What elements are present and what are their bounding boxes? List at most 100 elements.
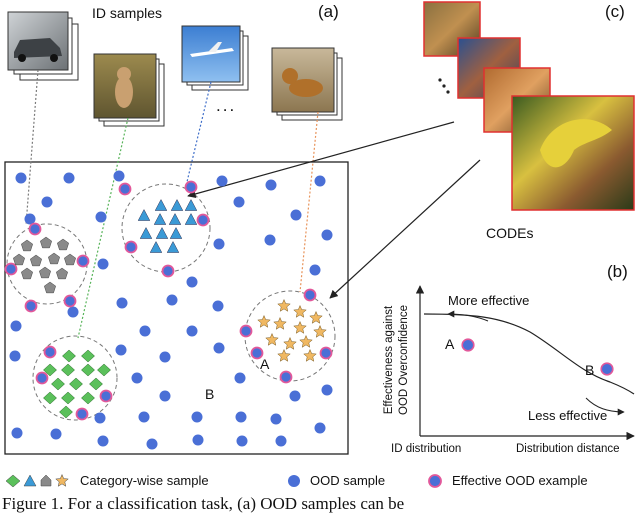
ood-sample [275,435,287,447]
chart-b-point-b [600,362,614,376]
ood-sample [138,411,150,423]
ood-sample [166,294,178,306]
chart-b-ylabel-line1: Effectiveness against [383,305,395,415]
dog-sample [299,334,313,348]
effective-ood-sample [184,180,198,194]
ood-sample [94,412,106,424]
point-b-label: B [205,386,215,402]
ood-sample [9,350,21,362]
ood-sample [233,196,245,208]
chart-b-point-a [461,338,475,352]
codes-label: CODEs [486,225,534,241]
legend-category-wise: Category-wise sample [80,473,209,488]
effective-ood-sample [319,346,333,360]
id-sample-car [7,11,79,81]
figure-caption: Figure 1. For a classification task, (a)… [2,494,405,513]
ood-sample [192,434,204,446]
effective-ood-sample [161,264,175,278]
dog-sample [309,310,323,324]
ood-sample [50,428,62,440]
chart-b-ylabel-line2: OOD Overconfidence [398,305,410,415]
airplane-sample [168,212,182,225]
airplane-sample [149,240,163,253]
car-sample [57,238,69,251]
ood-sample [321,229,333,241]
ellipsis-label: ... [216,96,237,115]
cat-sample [81,391,95,405]
cat-sample [61,363,75,377]
ood-sample [115,344,127,356]
cat-sample [69,377,83,391]
dog-sample [265,332,279,346]
code-thumbnails [423,1,635,211]
cat-sample [81,363,95,377]
effective-ood-sample [99,389,113,403]
car-sample [40,236,52,249]
dog-sample [303,348,317,362]
ood-sample [213,238,225,250]
ood-sample [236,435,248,447]
ood-sample [159,390,171,402]
cat-sample [43,363,57,377]
id-samples-label: ID samples [92,5,163,21]
legend-markers [5,473,442,488]
category-samples [13,198,327,419]
ood-sample [234,372,246,384]
ood-sample [97,258,109,270]
chart-b-xlabel-left: ID distribution [391,443,462,455]
effective-ood-sample [43,345,57,359]
id-sample-dog [271,47,343,121]
dog-sample [313,324,327,338]
less-effective-label: Less effective [528,408,608,423]
cat-sample [89,377,103,391]
dog-sample [283,336,297,350]
airplane-sample [154,198,168,211]
effective-ood-sample [239,324,253,338]
ood-sample [265,179,277,191]
ood-sample [290,209,302,221]
effective-ood-sample [196,213,210,227]
effective-ood-sample [24,299,38,313]
ood-sample [186,276,198,288]
ood-sample [159,351,171,363]
car-sample [56,267,68,280]
ood-sample [264,234,276,246]
dog-sample [277,348,291,362]
effective-ood-sample [63,294,77,308]
legend-effective-ood: Effective OOD example [452,473,588,488]
cat-sample [97,363,111,377]
panel-b-label: (b) [607,262,628,281]
effective-ood-sample [250,346,264,360]
car-sample [30,254,42,267]
ood-sample [289,390,301,402]
ood-sample [41,196,53,208]
airplane-sample [137,208,151,221]
airplane-sample [184,198,198,211]
airplane-sample [155,226,169,239]
panel-a-label: (a) [318,2,339,21]
cat-sample [62,349,76,363]
panel-c-label: (c) [605,2,625,21]
chart-b-point-a-label: A [445,336,455,352]
car-sample [48,252,60,265]
more-effective-label: More effective [448,293,530,308]
car-sample [39,266,51,279]
ood-sample [314,422,326,434]
chart-b-xlabel-right: Distribution distance [516,443,620,455]
ood-sample [270,413,282,425]
ood-sample [309,264,321,276]
cat-sample [59,405,73,419]
ood-sample [139,325,151,337]
ood-sample [24,213,36,225]
id-sample-airplane [181,25,249,91]
ood-sample [67,306,79,318]
car-sample [64,253,76,266]
car-sample [21,267,33,280]
cat-sample [43,391,57,405]
legend-ood-sample: OOD sample [310,473,386,488]
ood-sample [191,411,203,423]
effective-ood-sample [35,371,49,385]
chart-b-point-b-label: B [585,362,595,378]
ood-sample [63,172,75,184]
